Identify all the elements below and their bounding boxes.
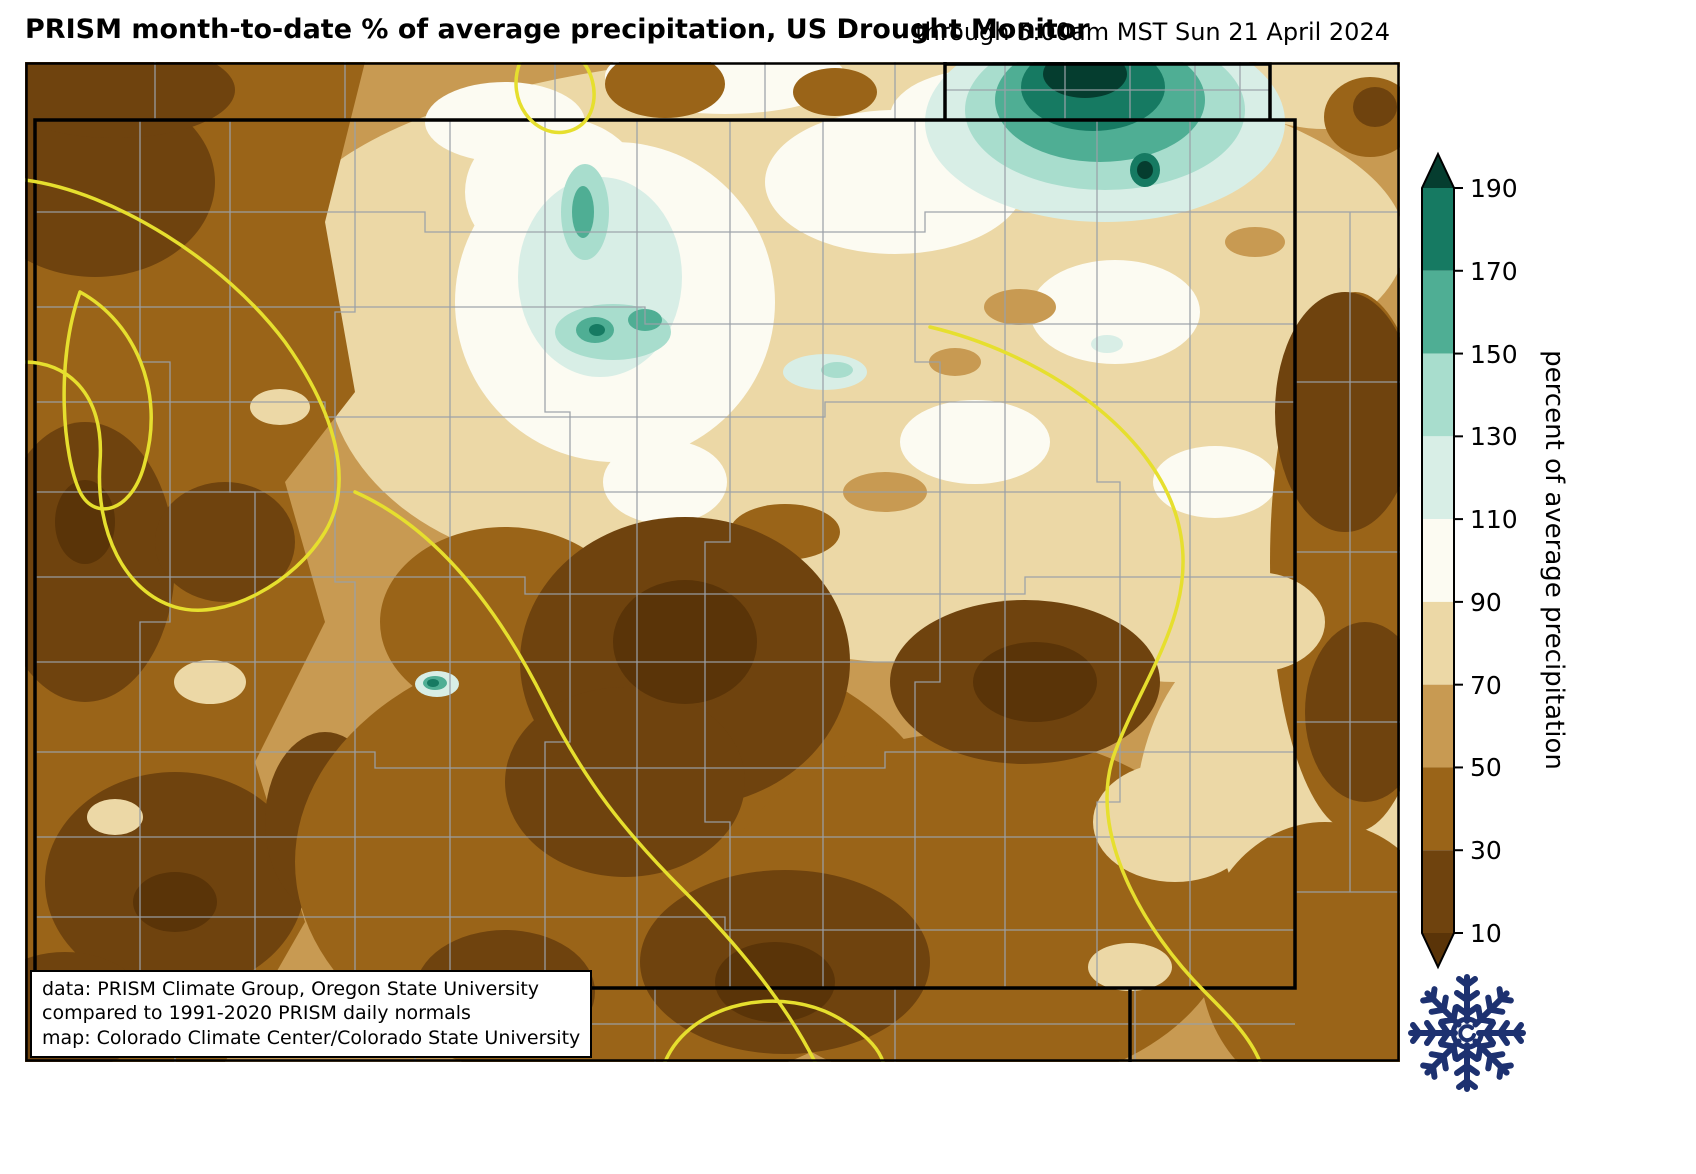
map-frame [25,62,1400,1062]
credits-line-3: map: Colorado Climate Center/Colorado St… [42,1026,581,1049]
colorbar-arrow-top [1422,154,1454,188]
colorbar-tick-170: 170 [1470,257,1518,286]
snowflake-logo [1402,968,1532,1098]
colorbar-tick-190: 190 [1470,174,1518,203]
drought-contours [23,60,1262,1064]
colorbar-canvas: 190 170 150 130 110 90 70 50 30 10 perce… [1421,151,1569,970]
colorbar-tick-30: 30 [1470,836,1502,865]
credits-box: data: PRISM Climate Group, Oregon State … [30,970,593,1058]
colorbar-tick-10: 10 [1470,919,1502,948]
timestamp: through 5:00am MST Sun 21 April 2024 [915,18,1390,46]
logo-c-mark [1450,1016,1484,1050]
colorbar-tick-130: 130 [1470,422,1518,451]
east-accents [605,50,1416,512]
colorbar-tick-50: 50 [1470,753,1502,782]
colorbar-tick-110: 110 [1470,505,1518,534]
page-title: PRISM month-to-date % of average precipi… [25,14,1090,45]
precipitation-map: data: PRISM Climate Group, Oregon State … [0,22,1450,1102]
colorbar-tick-70: 70 [1470,671,1502,700]
colorbar-tick-150: 150 [1470,340,1518,369]
colorbar-axis-label: percent of average precipitation [1539,350,1569,770]
credits-line-1: data: PRISM Climate Group, Oregon State … [42,978,540,1001]
snowflake-logo-canvas [1402,968,1532,1098]
colorbar-bands [1421,151,1455,970]
colorbar-tick-90: 90 [1470,588,1502,617]
colorbar: 190 170 150 130 110 90 70 50 30 10 perce… [1408,140,1696,1020]
precipitation-map-canvas [0,22,1450,1102]
credits-line-2: compared to 1991-2020 PRISM daily normal… [42,1002,471,1025]
colorbar-ticks: 190 170 150 130 110 90 70 50 30 10 [1454,174,1518,948]
colorbar-arrow-bottom [1422,933,1454,967]
